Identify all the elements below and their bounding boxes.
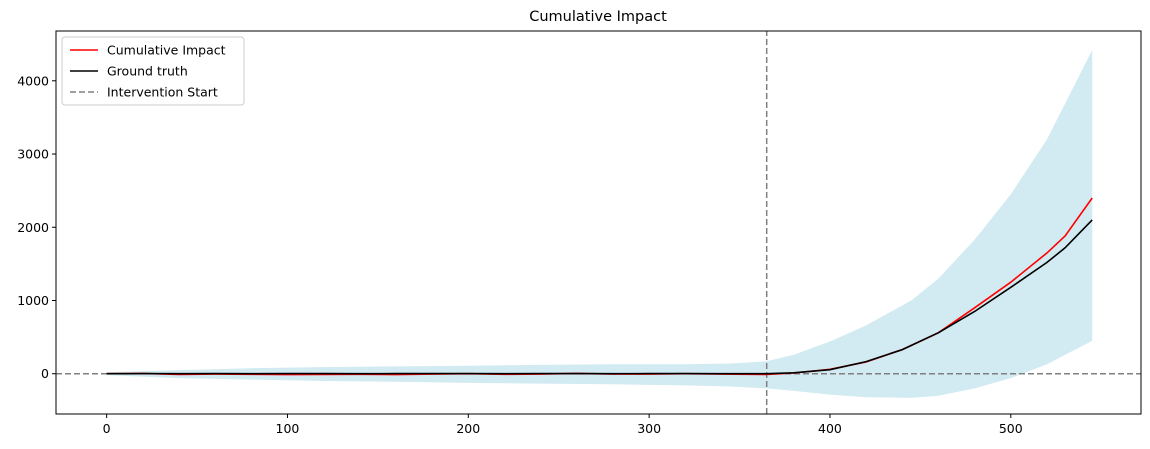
chart-title: Cumulative Impact: [529, 9, 667, 25]
x-tick-label: 500: [999, 421, 1023, 436]
credible-interval-band: [106, 50, 1093, 398]
series-layer: [106, 197, 1093, 376]
x-tick-label: 0: [103, 421, 111, 436]
y-tick-label: 0: [41, 366, 49, 381]
credible-interval-layer: [106, 50, 1093, 398]
series-ground-truth: [106, 219, 1093, 375]
y-tick-label: 3000: [17, 147, 49, 162]
x-tick-label: 300: [637, 421, 661, 436]
legend-label: Intervention Start: [107, 85, 218, 100]
y-tick-label: 4000: [17, 73, 49, 88]
legend: Cumulative Impact Ground truth Interventio…: [61, 36, 245, 106]
x-tick-label: 100: [276, 421, 300, 436]
axes-layer: 0 100 200 300 400 500 0 1000 2000 3000 4000: [17, 73, 1023, 436]
plot-area-frame: [55, 30, 1142, 415]
y-tick-label: 2000: [17, 220, 49, 235]
y-tick-label: 1000: [17, 293, 49, 308]
legend-box: [61, 36, 245, 106]
legend-label: Cumulative Impact: [107, 43, 226, 58]
legend-label: Ground truth: [107, 64, 188, 79]
x-tick-label: 200: [456, 421, 480, 436]
x-tick-label: 400: [818, 421, 842, 436]
